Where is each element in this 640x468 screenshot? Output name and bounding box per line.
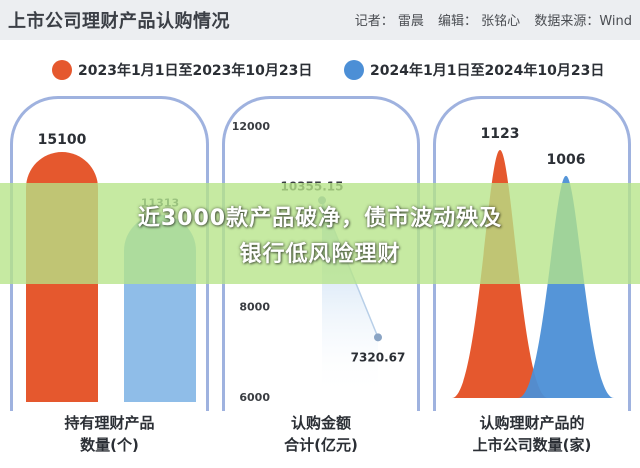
company-caption: 认购理财产品的 上市公司数量(家): [433, 412, 631, 456]
company-caption-line1: 认购理财产品的: [479, 414, 585, 432]
page-title: 上市公司理财产品认购情况: [8, 11, 230, 32]
headline-banner: 近3000款产品破净，债市波动殃及 银行低风险理财: [0, 183, 640, 284]
line-point-2: [374, 333, 382, 342]
ytick-label-12000: 12000: [232, 120, 271, 133]
legend-label-2024: 2024年1月1日至2024年10月23日: [370, 63, 605, 79]
amount-caption-line2: 合计(亿元): [284, 436, 358, 454]
legend-swatch-2023: [52, 60, 72, 80]
legend-label-2023: 2023年1月1日至2023年10月23日: [78, 63, 313, 79]
peak-value-label-2: 1006: [547, 152, 586, 168]
credits: 记者： 雷晨 编辑： 张铭心 数据来源：Wind: [345, 10, 632, 29]
legend-swatch-2024: [344, 60, 364, 80]
bar-value-label-1: 15100: [38, 132, 87, 148]
peak-2: [518, 175, 614, 398]
ytick-label-8000: 8000: [239, 301, 270, 314]
header-bar: 上市公司理财产品认购情况 记者： 雷晨 编辑： 张铭心 数据来源：Wind: [0, 0, 640, 40]
source-credit: 数据来源：Wind: [534, 14, 632, 29]
headline-line-1: 近3000款产品破净，债市波动殃及: [137, 206, 503, 231]
line-value-label-2: 7320.67: [351, 350, 406, 364]
peak-value-label-1: 1123: [481, 126, 520, 142]
holdings-caption-line1: 持有理财产品: [64, 414, 155, 432]
holdings-caption-line2: 数量(个): [80, 436, 139, 454]
editor-credit: 编辑： 张铭心: [438, 14, 521, 29]
amount-caption: 认购金额 合计(亿元): [222, 412, 420, 456]
legend-item-2023: 2023年1月1日至2023年10月23日: [52, 60, 312, 80]
company-caption-line2: 上市公司数量(家): [472, 436, 592, 454]
reporter-credit: 记者： 雷晨: [354, 14, 424, 29]
ytick-label-6000: 6000: [239, 391, 270, 404]
headline-line-2: 银行低风险理财: [239, 242, 401, 267]
amount-caption-line1: 认购金额: [290, 414, 351, 432]
legend-item-2024: 2024年1月1日至2024年10月23日: [344, 60, 604, 80]
holdings-caption: 持有理财产品 数量(个): [10, 412, 209, 456]
